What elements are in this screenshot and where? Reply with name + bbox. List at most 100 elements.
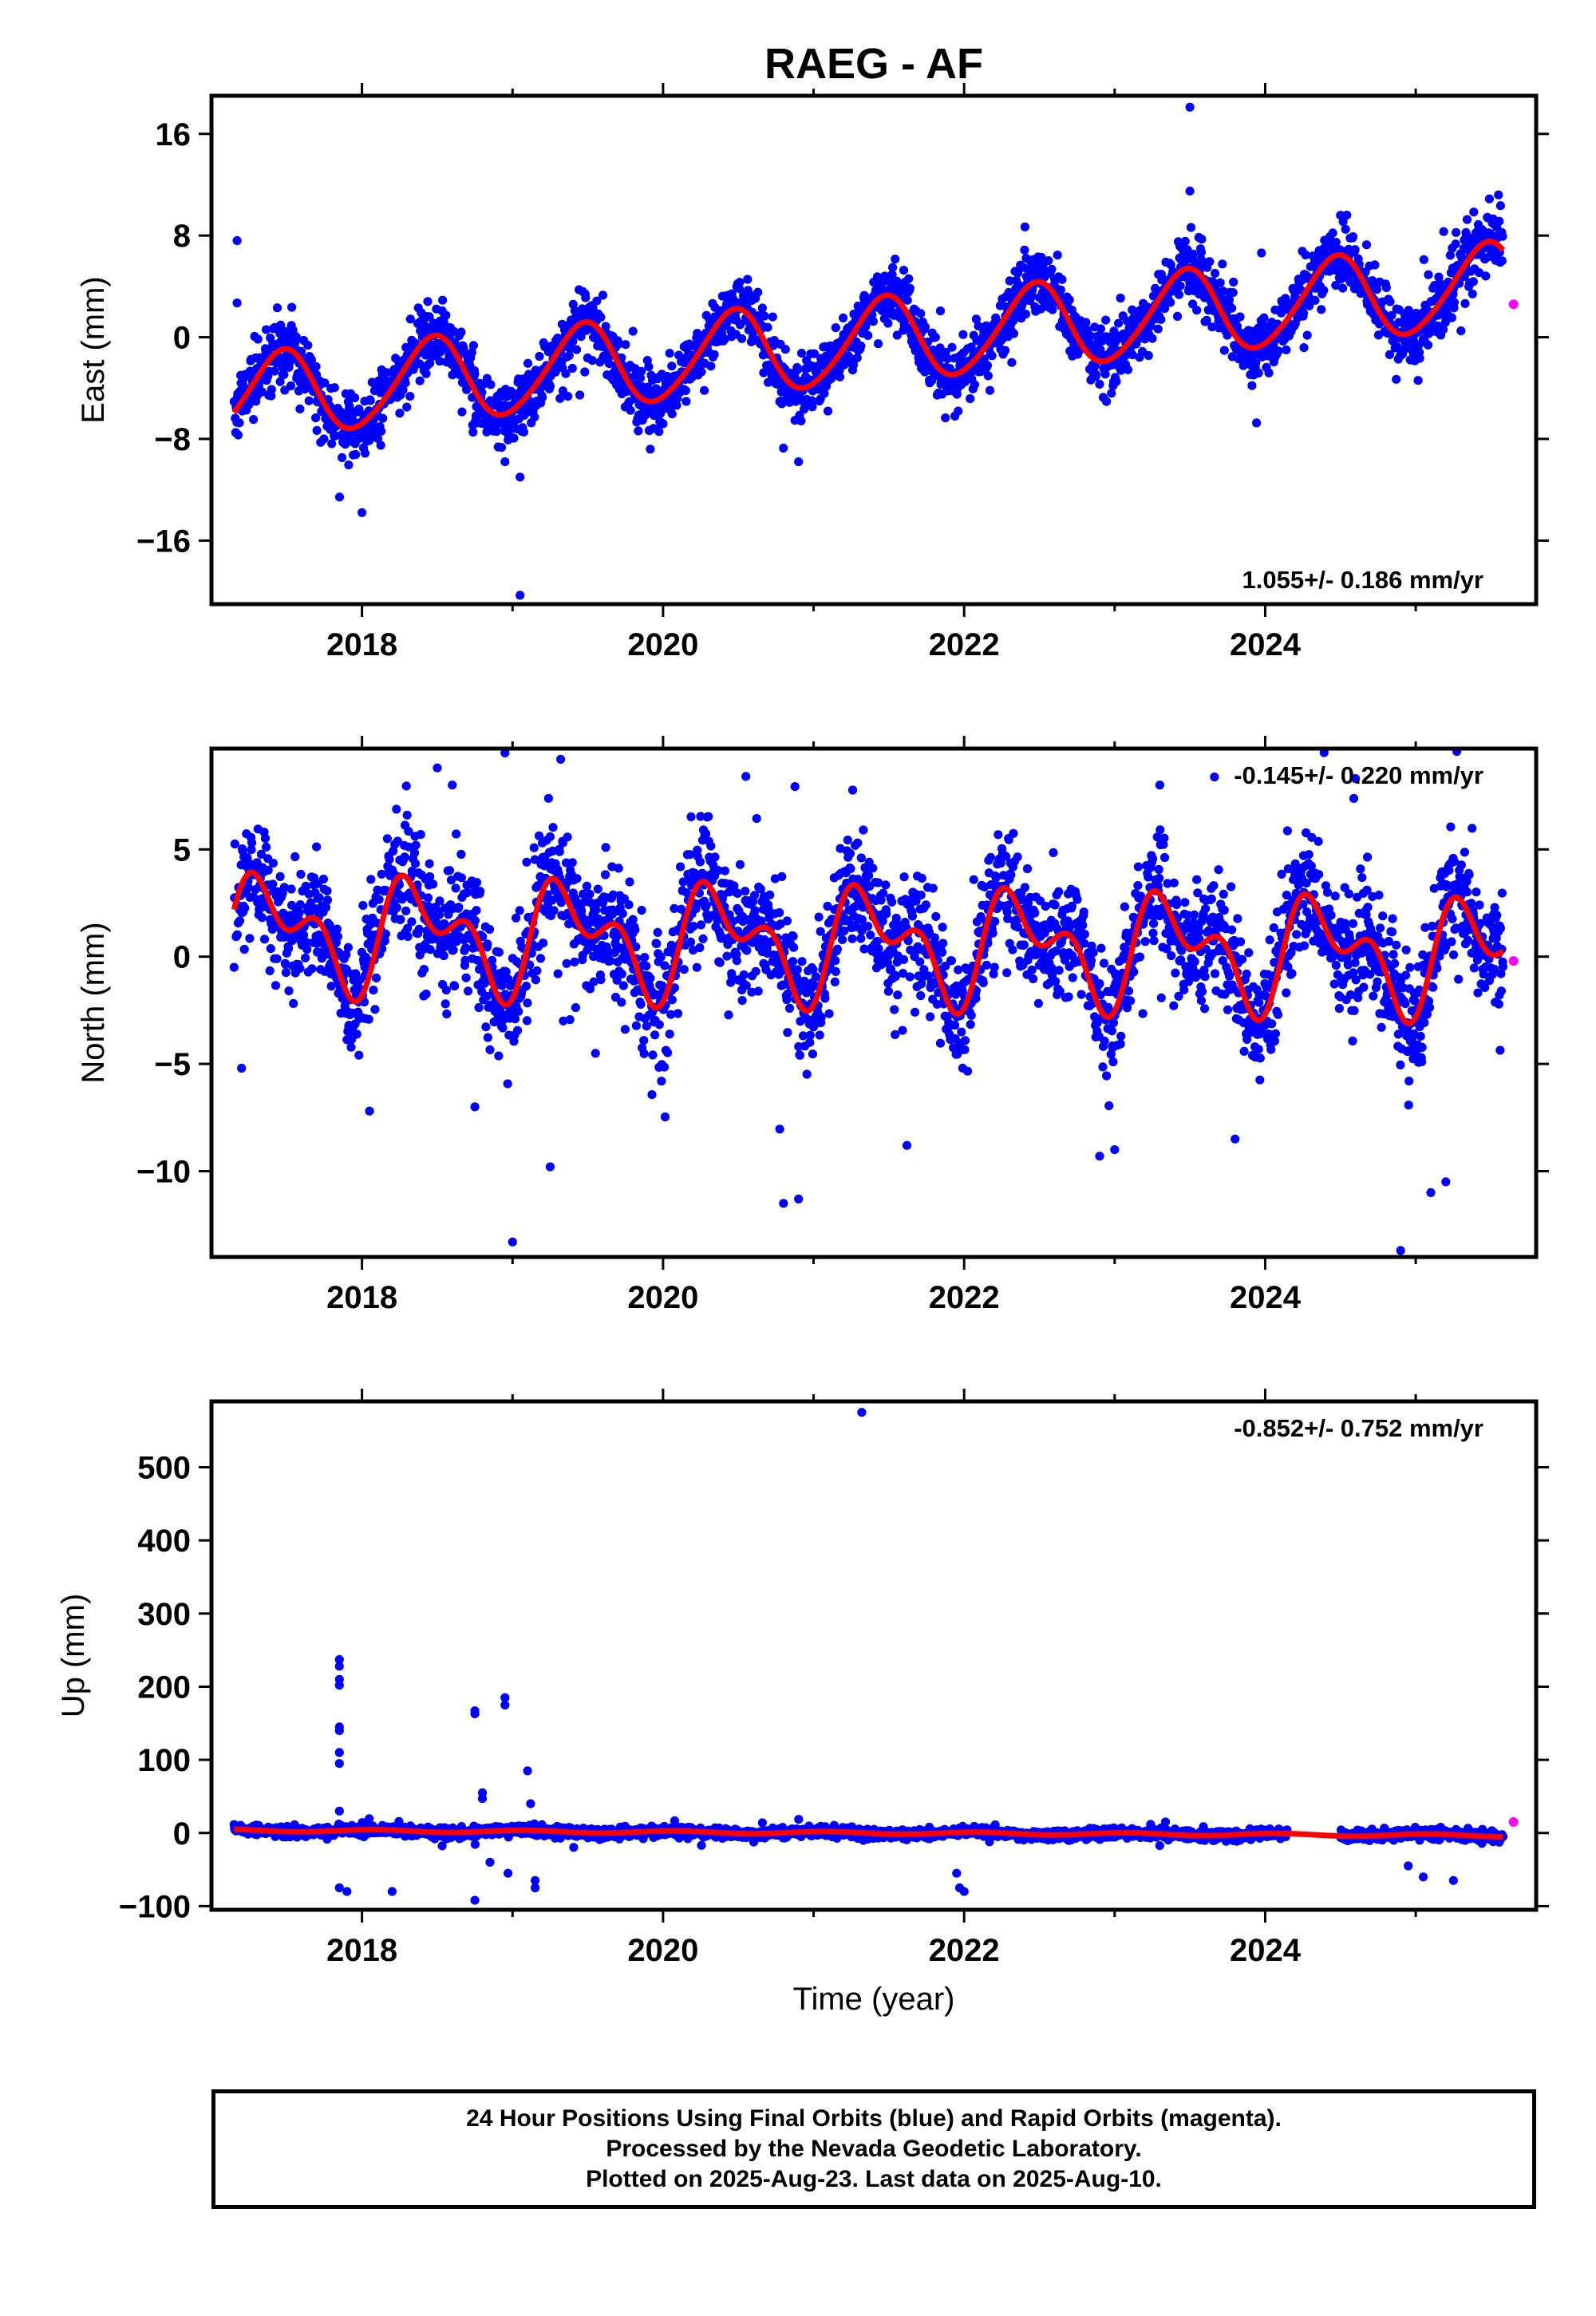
final-point (476, 887, 485, 896)
final-point (302, 938, 311, 947)
final-point (788, 957, 798, 966)
final-point (845, 848, 855, 859)
final-point (1020, 222, 1029, 231)
final-point (322, 947, 331, 956)
final-point (247, 845, 256, 855)
final-point (346, 1042, 356, 1052)
final-point (279, 370, 289, 379)
final-point (319, 434, 329, 444)
final-point (1328, 228, 1337, 238)
final-point (891, 913, 901, 923)
final-point (846, 864, 855, 874)
final-point (888, 263, 898, 272)
final-point (994, 830, 1003, 840)
final-point (531, 975, 540, 985)
final-point (935, 1038, 946, 1048)
final-point (710, 852, 720, 862)
final-point (1210, 268, 1220, 279)
final-point (839, 313, 848, 322)
final-point (1030, 908, 1040, 918)
final-point (642, 1022, 651, 1031)
final-point (404, 842, 413, 852)
final-point (1202, 315, 1211, 325)
final-point (1219, 346, 1229, 355)
final-point (618, 909, 627, 919)
final-point (262, 842, 271, 852)
final-point (1180, 236, 1190, 246)
east-y-ticks (199, 132, 1549, 542)
final-point (1481, 271, 1491, 281)
final-point (756, 884, 765, 894)
final-point (835, 372, 845, 381)
final-point (916, 891, 926, 900)
final-point (268, 879, 278, 889)
final-point (713, 866, 723, 875)
final-point (838, 935, 847, 944)
final-point (1027, 965, 1037, 974)
final-point-outlier (516, 591, 525, 600)
final-point (351, 449, 361, 460)
final-point (270, 366, 279, 376)
final-point (377, 869, 386, 879)
final-point (724, 1010, 733, 1020)
final-point (522, 857, 531, 867)
final-point (303, 341, 313, 350)
final-point (405, 314, 415, 324)
final-point-outlier (232, 298, 242, 308)
final-point (1009, 828, 1018, 838)
final-point (360, 449, 370, 458)
final-point (982, 960, 991, 970)
final-point (581, 293, 591, 302)
final-point (401, 781, 411, 791)
final-point (971, 314, 981, 324)
east-x-tick-label: 2018 (326, 627, 397, 662)
final-point (464, 986, 473, 996)
final-point (1452, 227, 1461, 237)
final-point (720, 334, 729, 344)
final-point (663, 1048, 673, 1057)
final-point (750, 891, 760, 900)
final-point (881, 880, 891, 890)
final-point (295, 900, 305, 910)
final-point (591, 1049, 600, 1058)
final-point (229, 962, 239, 972)
final-point (419, 965, 429, 974)
final-point (354, 1050, 364, 1060)
final-point (1029, 974, 1038, 984)
final-point (832, 944, 842, 954)
final-point (1002, 907, 1012, 917)
final-point (434, 910, 444, 919)
final-point (978, 978, 988, 987)
final-point (1013, 268, 1023, 278)
final-point (872, 936, 882, 947)
final-point (1449, 298, 1460, 307)
final-point (555, 393, 565, 403)
final-point (847, 785, 858, 795)
final-point (654, 427, 664, 437)
final-point (1197, 235, 1207, 244)
final-point (456, 327, 466, 337)
final-point (1381, 283, 1391, 292)
final-point (1006, 870, 1016, 879)
final-point (951, 990, 961, 999)
final-point (646, 974, 655, 983)
final-point (928, 883, 938, 893)
final-point (1065, 295, 1074, 305)
final-point (503, 1079, 512, 1089)
final-point (1166, 298, 1175, 307)
final-point (932, 999, 942, 1009)
final-point (551, 885, 560, 895)
final-point (1095, 379, 1104, 389)
final-point (472, 906, 481, 915)
final-point (1235, 312, 1245, 322)
final-point (257, 913, 267, 923)
final-point (1361, 240, 1372, 250)
final-point (1123, 365, 1133, 374)
final-point (281, 959, 290, 969)
final-point (660, 1112, 670, 1122)
final-point (398, 385, 408, 395)
final-point (1435, 278, 1444, 287)
final-point (673, 393, 682, 403)
final-point (800, 405, 809, 414)
final-point (1319, 286, 1329, 295)
